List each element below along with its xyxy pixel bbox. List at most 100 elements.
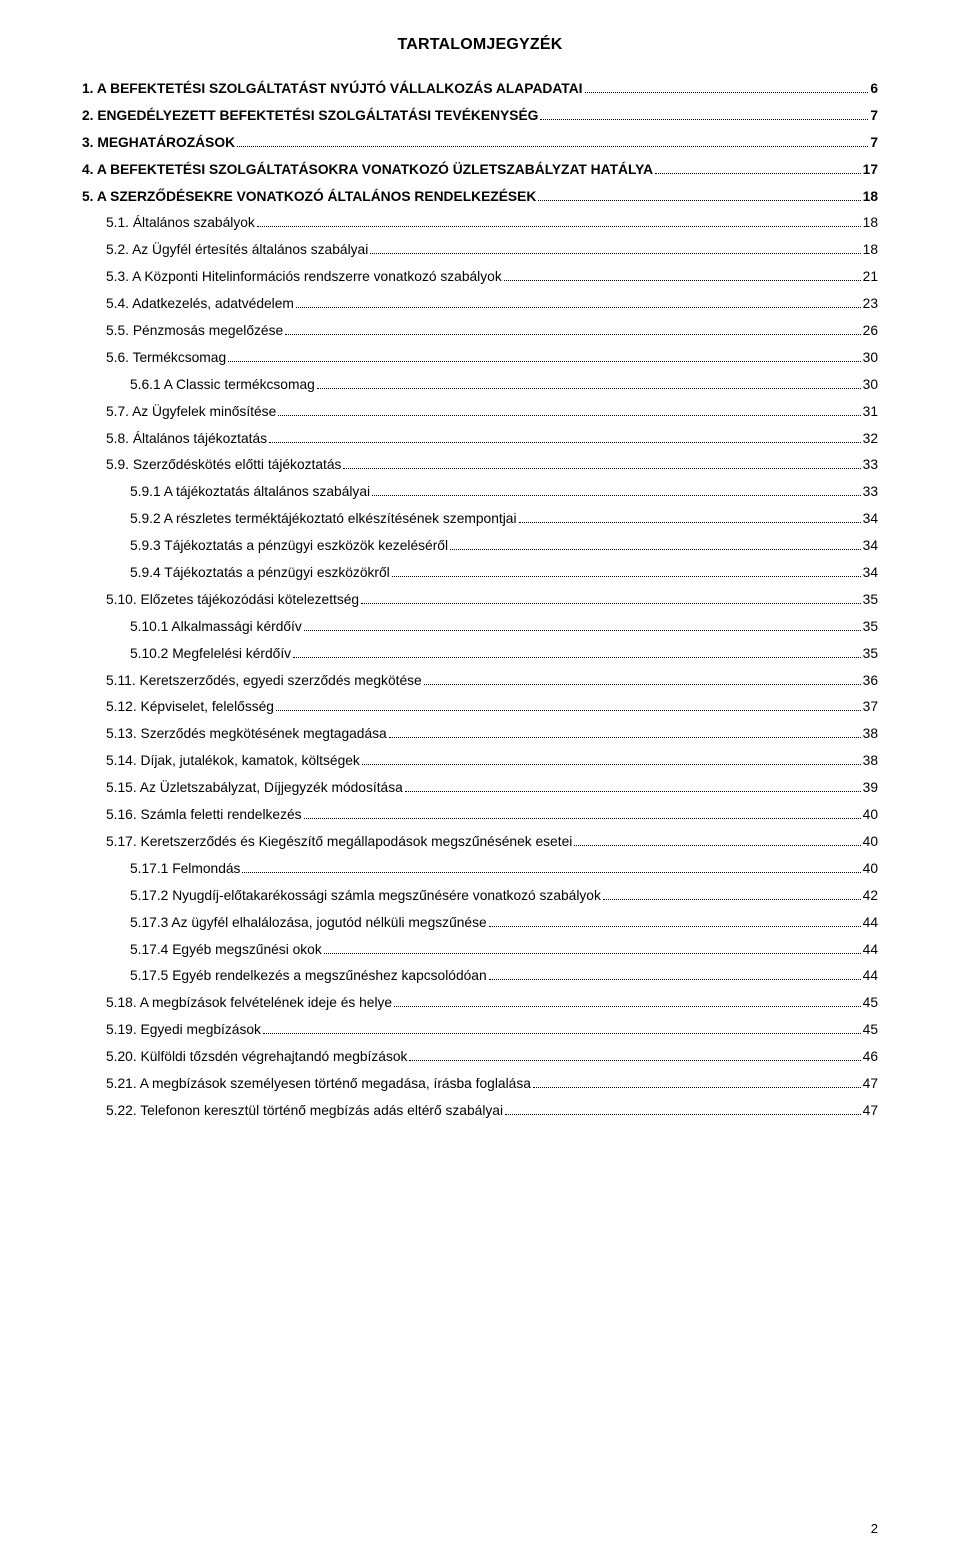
toc-entry-page: 6 [870, 76, 878, 103]
toc-dot-leader [269, 442, 861, 443]
toc-entry-text: 5.17.2 Nyugdíj-előtakarékossági számla m… [130, 883, 601, 910]
toc-entry-page: 21 [863, 264, 878, 291]
toc-entry-text: 5.2. Az Ügyfél értesítés általános szabá… [106, 237, 368, 264]
toc-entry-page: 32 [863, 426, 878, 453]
toc-entry-text: 4. A BEFEKTETÉSI SZOLGÁLTATÁSOKRA VONATK… [82, 157, 653, 184]
toc-entry-text: 5.18. A megbízások felvételének ideje és… [106, 990, 392, 1017]
toc-entry-text: 5.6.1 A Classic termékcsomag [130, 372, 315, 399]
toc-dot-leader [389, 737, 861, 738]
toc-entry: 5.6.1 A Classic termékcsomag 30 [82, 372, 878, 399]
toc-entry-page: 35 [863, 587, 878, 614]
toc-entry-text: 5.4. Adatkezelés, adatvédelem [106, 291, 294, 318]
toc-entry: 5.10. Előzetes tájékozódási kötelezettsé… [82, 587, 878, 614]
toc-dot-leader [603, 899, 861, 900]
toc-dot-leader [304, 818, 861, 819]
toc-entry: 5.22. Telefonon keresztül történő megbíz… [82, 1098, 878, 1125]
toc-entry-page: 40 [863, 856, 878, 883]
toc-entry-text: 5.16. Számla feletti rendelkezés [106, 802, 302, 829]
toc-entry-page: 34 [863, 506, 878, 533]
toc-entry-page: 45 [863, 1017, 878, 1044]
toc-entry-page: 35 [863, 641, 878, 668]
toc-entry: 5.12. Képviselet, felelősség 37 [82, 694, 878, 721]
toc-entry-text: 5.1. Általános szabályok [106, 210, 255, 237]
toc-entry-page: 47 [863, 1098, 878, 1125]
toc-entry-text: 5.22. Telefonon keresztül történő megbíz… [106, 1098, 503, 1125]
toc-dot-leader [519, 522, 861, 523]
toc-entry-page: 26 [863, 318, 878, 345]
toc-entry: 4. A BEFEKTETÉSI SZOLGÁLTATÁSOKRA VONATK… [82, 157, 878, 184]
toc-entry-page: 34 [863, 533, 878, 560]
toc-entry-page: 46 [863, 1044, 878, 1071]
toc-dot-leader [293, 657, 861, 658]
toc-entry: 1. A BEFEKTETÉSI SZOLGÁLTATÁST NYÚJTÓ VÁ… [82, 76, 878, 103]
toc-dot-leader [540, 119, 868, 120]
toc-dot-leader [317, 388, 861, 389]
toc-entry: 5.18. A megbízások felvételének ideje és… [82, 990, 878, 1017]
toc-entry-page: 18 [863, 210, 878, 237]
toc-entry: 5.15. Az Üzletszabályzat, Díjjegyzék mód… [82, 775, 878, 802]
toc-entry-text: 5.7. Az Ügyfelek minősítése [106, 399, 276, 426]
toc-entry-text: 5.11. Keretszerződés, egyedi szerződés m… [106, 668, 422, 695]
toc-entry-text: 5.15. Az Üzletszabályzat, Díjjegyzék mód… [106, 775, 403, 802]
toc-entry-page: 7 [870, 103, 878, 130]
toc-entry: 5.17.1 Felmondás 40 [82, 856, 878, 883]
toc-entry: 5.7. Az Ügyfelek minősítése 31 [82, 399, 878, 426]
toc-dot-leader [655, 173, 861, 174]
toc-entry-text: 5.21. A megbízások személyesen történő m… [106, 1071, 531, 1098]
page-number: 2 [871, 1521, 878, 1536]
toc-entry-page: 44 [863, 910, 878, 937]
toc-dot-leader [489, 926, 861, 927]
toc-entry-text: 5.8. Általános tájékoztatás [106, 426, 267, 453]
toc-entry-page: 35 [863, 614, 878, 641]
toc-dot-leader [257, 226, 861, 227]
toc-entry-page: 36 [863, 668, 878, 695]
toc-entry: 5.13. Szerződés megkötésének megtagadása… [82, 721, 878, 748]
toc-dot-leader [324, 953, 861, 954]
toc-entry: 5.9. Szerződéskötés előtti tájékoztatás3… [82, 452, 878, 479]
toc-entry: 5.2. Az Ügyfél értesítés általános szabá… [82, 237, 878, 264]
page-title: TARTALOMJEGYZÉK [82, 36, 878, 54]
toc-dot-leader [533, 1087, 861, 1088]
toc-entry-text: 5.9.1 A tájékoztatás általános szabályai [130, 479, 370, 506]
toc-entry: 5.17.2 Nyugdíj-előtakarékossági számla m… [82, 883, 878, 910]
toc-entry-page: 30 [863, 345, 878, 372]
toc-entry-page: 18 [863, 184, 878, 211]
toc-entry: 5.20. Külföldi tőzsdén végrehajtandó meg… [82, 1044, 878, 1071]
toc-entry: 5.9.1 A tájékoztatás általános szabályai… [82, 479, 878, 506]
toc-entry-page: 38 [863, 721, 878, 748]
toc-entry-page: 44 [863, 963, 878, 990]
toc-entry-text: 5.10.1 Alkalmassági kérdőív [130, 614, 302, 641]
toc-entry-text: 5.5. Pénzmosás megelőzése [106, 318, 283, 345]
toc-dot-leader [263, 1033, 861, 1034]
toc-entry-page: 7 [870, 130, 878, 157]
document-page: TARTALOMJEGYZÉK 1. A BEFEKTETÉSI SZOLGÁL… [0, 0, 960, 1554]
toc-entry: 5.17.5 Egyéb rendelkezés a megszűnéshez … [82, 963, 878, 990]
toc-entry: 5.11. Keretszerződés, egyedi szerződés m… [82, 668, 878, 695]
toc-entry-page: 37 [863, 694, 878, 721]
toc-entry-text: 5.14. Díjak, jutalékok, kamatok, költség… [106, 748, 360, 775]
toc-dot-leader [372, 495, 861, 496]
toc-entry: 5.17. Keretszerződés és Kiegészítő megál… [82, 829, 878, 856]
toc-dot-leader [304, 630, 861, 631]
toc-entry: 3. MEGHATÁROZÁSOK7 [82, 130, 878, 157]
toc-dot-leader [278, 415, 860, 416]
toc-entry-text: 5.10. Előzetes tájékozódási kötelezettsé… [106, 587, 359, 614]
toc-entry: 5.9.4 Tájékoztatás a pénzügyi eszközökrő… [82, 560, 878, 587]
toc-entry-page: 40 [863, 829, 878, 856]
toc-entry-text: 5.12. Képviselet, felelősség [106, 694, 274, 721]
toc-dot-leader [343, 468, 860, 469]
toc-entry: 5.19. Egyedi megbízások 45 [82, 1017, 878, 1044]
toc-entry-text: 5.19. Egyedi megbízások [106, 1017, 261, 1044]
toc-entry-text: 5.3. A Központi Hitelinformációs rendsze… [106, 264, 502, 291]
toc-dot-leader [489, 979, 861, 980]
toc-entry-page: 18 [863, 237, 878, 264]
toc-entry-text: 5.9.3 Tájékoztatás a pénzügyi eszközök k… [130, 533, 448, 560]
toc-entry-text: 5.17.1 Felmondás [130, 856, 240, 883]
toc-entry-page: 33 [863, 479, 878, 506]
toc-entry-page: 30 [863, 372, 878, 399]
toc-entry-page: 31 [863, 399, 878, 426]
toc-dot-leader [392, 576, 861, 577]
toc-entry-text: 5.9.2 A részletes terméktájékoztató elké… [130, 506, 517, 533]
toc-dot-leader [228, 361, 861, 362]
toc-entry: 5.14. Díjak, jutalékok, kamatok, költség… [82, 748, 878, 775]
